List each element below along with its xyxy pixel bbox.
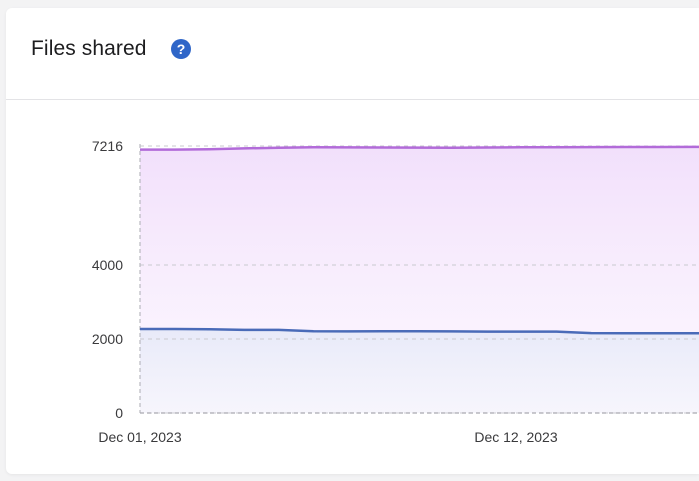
card-title: Files shared: [31, 37, 147, 60]
y-tick-label-3: 7216: [92, 138, 123, 154]
x-tick-label-1: Dec 12, 2023: [474, 429, 557, 445]
card-header: Files shared ?: [6, 8, 699, 100]
x-tick-label-0: Dec 01, 2023: [98, 429, 181, 445]
series-2-line: [140, 327, 699, 335]
series-1-line: [140, 145, 699, 151]
y-tick-label-0: 0: [115, 405, 123, 421]
question-circle-icon[interactable]: ?: [171, 39, 191, 59]
y-tick-label-2: 4000: [92, 257, 123, 273]
series-2-area: [140, 329, 699, 413]
y-tick-label-1: 2000: [92, 331, 123, 347]
